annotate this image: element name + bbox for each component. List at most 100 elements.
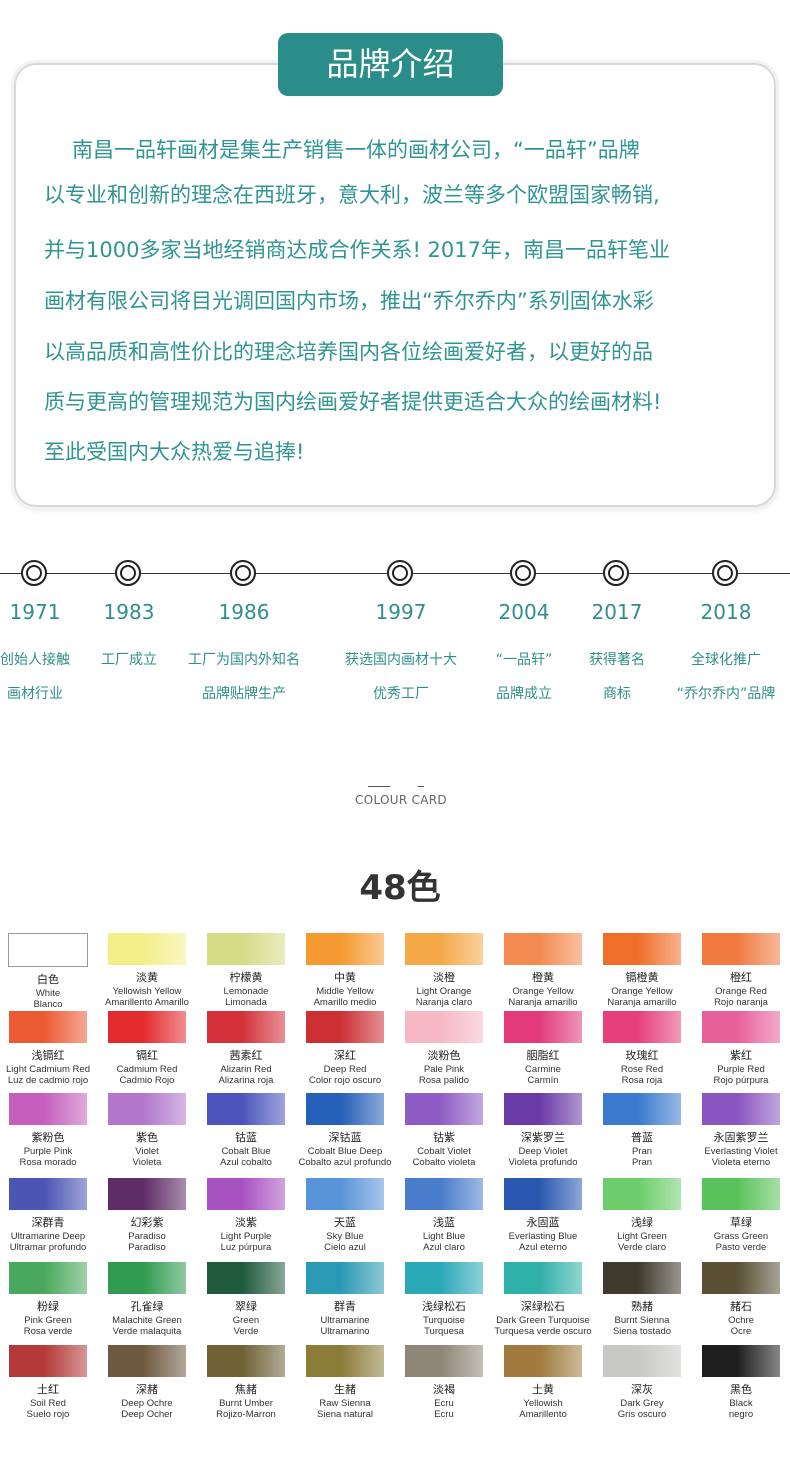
swatch-name-es: Cadmio Rojo <box>119 1074 175 1086</box>
swatch-name-zh: 白色 <box>37 973 59 986</box>
swatch-chip <box>603 1262 681 1294</box>
timeline-desc: 获选国内画材十大 <box>345 652 457 668</box>
swatch-name-es: Ultramarino <box>320 1325 370 1337</box>
colour-swatch: 镉红 Cadmium Red Cadmio Rojo <box>98 1011 196 1086</box>
swatch-name-en: Purple Red <box>717 1064 765 1075</box>
colour-swatch: 浅绿 Light Green Verde claro <box>593 1178 691 1253</box>
swatch-name-zh: 橙黄 <box>532 971 554 984</box>
swatch-name-en: Cobalt Violet <box>417 1146 471 1157</box>
colour-swatch: 柠檬黄 Lemonade Limonada <box>197 933 295 1008</box>
swatch-name-es: Pasto verde <box>715 1241 767 1253</box>
colour-swatch: 深红 Deep Red Color rojo oscuro <box>296 1011 394 1086</box>
swatch-name-es: Azul eterno <box>518 1241 568 1253</box>
swatch-name-zh: 草绿 <box>730 1216 752 1229</box>
colour-swatch: 紫粉色 Purple Pink Rosa morado <box>0 1093 97 1168</box>
swatch-name-es: Amarillento <box>519 1408 567 1420</box>
swatch-name-en: Light Purple <box>220 1231 272 1242</box>
swatch-chip <box>108 1011 186 1043</box>
swatch-name-zh: 淡紫 <box>235 1216 257 1229</box>
swatch-name-es: Rojo naranja <box>714 996 768 1008</box>
swatch-chip <box>603 1345 681 1377</box>
swatch-name-es: Blanco <box>33 998 63 1010</box>
colour-swatch: 幻彩紫 Paradiso Paradiso <box>98 1178 196 1253</box>
swatch-name-zh: 普蓝 <box>631 1131 653 1144</box>
swatch-name-zh: 永固紫罗兰 <box>713 1131 769 1144</box>
swatch-name-en: Grass Green <box>713 1231 769 1242</box>
swatch-name-en: Orange Yellow <box>512 986 574 997</box>
swatch-chip <box>108 1262 186 1294</box>
swatch-name-en: Light Orange <box>416 986 472 997</box>
swatch-name-es: Verde claro <box>617 1241 667 1253</box>
colour-swatch: 永固蓝 Everlasting Blue Azul eterno <box>494 1178 592 1253</box>
swatch-name-zh: 柠檬黄 <box>229 971 263 984</box>
swatch-name-zh: 生赭 <box>334 1383 356 1396</box>
swatch-name-en: Sky Blue <box>326 1231 364 1242</box>
swatch-name-es: Rojo púrpura <box>713 1074 769 1086</box>
swatch-name-es: Ecru <box>434 1408 454 1420</box>
swatch-name-en: Yellowish Yellow <box>112 986 182 997</box>
swatch-name-en: Ecru <box>434 1398 454 1409</box>
swatch-chip <box>405 933 483 965</box>
swatch-chip <box>405 1262 483 1294</box>
divider <box>368 786 390 787</box>
swatch-name-zh: 土黄 <box>532 1383 554 1396</box>
swatch-name-zh: 深绿松石 <box>521 1300 565 1313</box>
colour-swatch: 焦赭 Burnt Umber Rojizo-Marron <box>197 1345 295 1420</box>
colour-swatch: 黑色 Black negro <box>692 1345 790 1420</box>
swatch-chip <box>603 1011 681 1043</box>
swatch-name-zh: 深灰 <box>631 1383 653 1396</box>
swatch-name-en: Everlasting Violet <box>704 1146 778 1157</box>
swatch-name-en: Carmine <box>525 1064 561 1075</box>
swatch-name-es: Amarillento Amarillo <box>105 996 189 1008</box>
timeline-year: 1997 <box>375 600 427 624</box>
colour-swatch: 淡橙 Light Orange Naranja claro <box>395 933 493 1008</box>
timeline-year: 1983 <box>103 600 155 624</box>
colour-swatch: 深赭 Deep Ochre Deep Ocher <box>98 1345 196 1420</box>
colour-swatch: 橙红 Orange Red Rojo naranja <box>692 933 790 1008</box>
swatch-name-es: Violeta <box>132 1156 162 1168</box>
swatch-name-zh: 淡黄 <box>136 971 158 984</box>
swatch-name-zh: 橙红 <box>730 971 752 984</box>
swatch-name-en: Burnt Umber <box>219 1398 273 1409</box>
colour-swatch: 紫色 Violet Violeta <box>98 1093 196 1168</box>
swatch-name-en: Yellowish <box>523 1398 563 1409</box>
colour-count: 48色 <box>359 868 441 908</box>
swatch-name-zh: 幻彩紫 <box>130 1216 164 1229</box>
swatch-name-es: Amarillo medio <box>313 996 377 1008</box>
timeline-desc: 工厂为国内外知名 <box>188 652 300 668</box>
brand-intro-title: 品牌介绍 <box>278 33 503 96</box>
swatch-name-es: Siena tostado <box>612 1325 672 1337</box>
colour-swatch: 草绿 Grass Green Pasto verde <box>692 1178 790 1253</box>
swatch-chip <box>306 933 384 965</box>
swatch-chip <box>207 1011 285 1043</box>
swatch-chip <box>9 1345 87 1377</box>
swatch-chip <box>405 1178 483 1210</box>
swatch-name-en: Purple Pink <box>23 1146 73 1157</box>
colour-swatch: 深钴蓝 Cobalt Blue Deep Cobalto azul profundo <box>296 1093 394 1168</box>
timeline-year: 2018 <box>700 600 752 624</box>
swatch-name-zh: 天蓝 <box>334 1216 356 1229</box>
swatch-chip <box>9 1011 87 1043</box>
swatch-name-zh: 翠绿 <box>235 1300 257 1313</box>
swatch-chip <box>702 1011 780 1043</box>
timeline-desc: 获得著名 <box>589 652 645 668</box>
colour-swatch: 深紫罗兰 Deep Violet Violeta profundo <box>494 1093 592 1168</box>
timeline-node-icon <box>387 560 413 586</box>
swatch-name-zh: 紫红 <box>730 1049 752 1062</box>
swatch-chip <box>702 1262 780 1294</box>
swatch-name-en: Green <box>232 1315 260 1326</box>
swatch-name-en: Deep Red <box>323 1064 367 1075</box>
swatch-name-en: Alizarin Red <box>220 1064 272 1075</box>
swatch-chip <box>207 1093 285 1125</box>
swatch-name-zh: 紫色 <box>136 1131 158 1144</box>
brand-intro-line: 质与更高的管理规范为国内绘画爱好者提供更适合大众的绘画材料! <box>44 390 662 414</box>
swatch-name-es: Gris oscuro <box>617 1408 667 1420</box>
swatch-chip <box>108 933 186 965</box>
swatch-name-en: Violet <box>135 1146 159 1157</box>
swatch-name-en: Malachite Green <box>112 1315 182 1326</box>
swatch-chip <box>504 1011 582 1043</box>
timeline-desc: “一品轩” <box>495 652 553 668</box>
colour-swatch: 淡褐 Ecru Ecru <box>395 1345 493 1420</box>
timeline-node-icon <box>603 560 629 586</box>
